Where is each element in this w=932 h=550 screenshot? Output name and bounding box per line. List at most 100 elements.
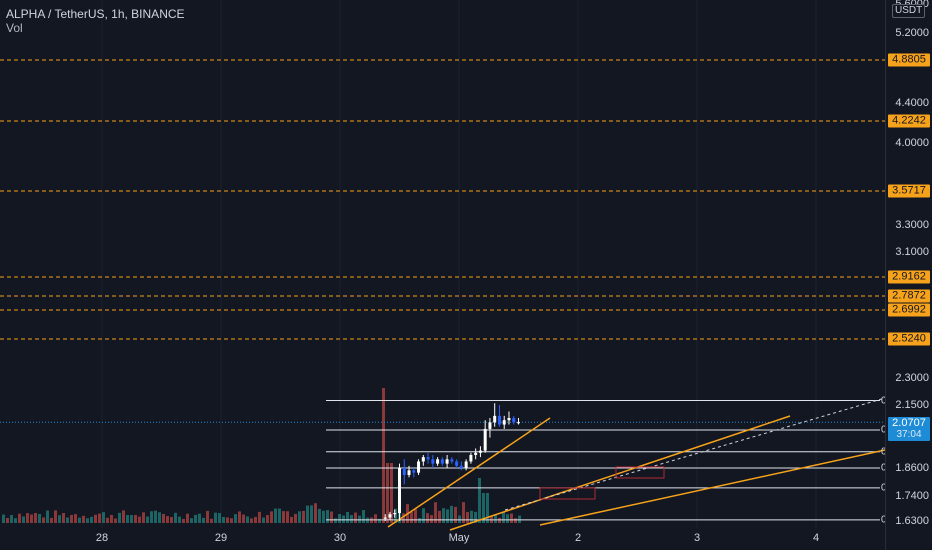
candle-body (488, 422, 492, 429)
volume-bar (462, 502, 465, 523)
candle-body (517, 422, 520, 424)
volume-bar (170, 517, 173, 523)
volume-bar (474, 511, 477, 523)
volume-bar (158, 512, 161, 523)
volume-bar (182, 518, 185, 523)
fib-level-label: 0 (881, 395, 885, 406)
volume-bar (322, 510, 325, 523)
volume-bar (146, 516, 149, 523)
rectangle-zone[interactable] (539, 487, 596, 500)
candle-body (512, 418, 516, 423)
time-tick: May (448, 532, 470, 544)
time-tick: 28 (95, 532, 109, 544)
price-tick: 1.6300 (895, 515, 929, 527)
volume-bar (506, 514, 509, 523)
volume-bar (426, 513, 429, 523)
grid (101, 0, 817, 528)
volume-bar (438, 510, 441, 523)
price-chart[interactable] (0, 0, 885, 550)
volume-bar (46, 510, 49, 523)
volume-bar (234, 514, 237, 523)
symbol-title[interactable]: ALPHA / TetherUS, 1h, BINANCE (6, 7, 185, 21)
volume-bar (390, 463, 393, 523)
volume-bar (42, 517, 45, 523)
candle-body (455, 461, 459, 466)
candle-body (445, 459, 449, 464)
volume-bar (102, 512, 105, 523)
candle-body (493, 415, 497, 423)
volume-bar (186, 513, 189, 523)
time-tick: 29 (214, 532, 228, 544)
volume-bar (362, 510, 365, 523)
candle-body (469, 454, 473, 462)
volume-bar (138, 516, 141, 523)
volume-indicator-label[interactable]: Vol (6, 21, 23, 35)
projection-line[interactable] (504, 397, 885, 511)
volume-bar (314, 503, 317, 523)
volume-bar (302, 510, 305, 523)
volume-bar (402, 513, 405, 523)
drawings (387, 397, 885, 531)
volume-bar (502, 511, 505, 523)
volume-bar (34, 512, 37, 523)
level-label: 2.6992 (888, 303, 930, 317)
trend-line[interactable] (539, 449, 885, 526)
fib-level-label: 0 (881, 446, 885, 458)
volume-bar (358, 515, 361, 523)
candle-body (426, 457, 430, 460)
price-tick: 3.1000 (895, 246, 929, 258)
volume-bar (54, 510, 57, 523)
volume-bar (22, 516, 25, 523)
volume-bar (450, 505, 453, 523)
currency-label[interactable]: USDT (892, 4, 926, 18)
volume-bar (58, 515, 61, 523)
volume-bar (454, 506, 457, 523)
volume-bar (286, 511, 289, 523)
volume-bar (198, 513, 201, 523)
volume-bar (386, 463, 389, 523)
level-label: 2.5240 (888, 332, 930, 346)
volume-bar (290, 516, 293, 523)
candle-body (417, 461, 421, 473)
candle-body (436, 459, 440, 464)
volume-bar (38, 513, 41, 523)
volume-bar (266, 514, 269, 523)
volume-bar (90, 516, 93, 523)
volume-bar (246, 516, 249, 523)
price-scale[interactable]: 5.60005.20004.40004.00003.30003.10002.30… (885, 0, 932, 550)
trend-line[interactable] (449, 415, 791, 531)
candle-body (398, 468, 401, 514)
volume-bar (382, 388, 385, 523)
volume-bar (282, 511, 285, 523)
volume-bar (478, 478, 481, 523)
volume-bar (30, 514, 33, 523)
volume-bar (130, 515, 133, 523)
chart-area[interactable]: ALPHA / TetherUS, 1h, BINANCE Vol 28 29 30… (0, 0, 885, 550)
volume-bar (338, 514, 341, 523)
volume-bar (518, 515, 521, 523)
volume-bar (222, 516, 225, 523)
price-tick: 4.0000 (895, 137, 929, 149)
candle-body (497, 415, 501, 425)
volume-bar (62, 512, 65, 523)
volume-bar (202, 517, 205, 523)
volume-bar (330, 511, 333, 523)
trend-line[interactable] (387, 417, 551, 528)
volume-bar (118, 512, 121, 523)
volume-bar (262, 517, 265, 523)
volume-bar (166, 516, 169, 523)
candle-body (474, 452, 478, 455)
rectangle-zone[interactable] (615, 466, 665, 479)
volume-bar (514, 518, 517, 523)
volume-bar (162, 514, 165, 523)
volume-bar (374, 514, 377, 523)
volume-bar (106, 517, 109, 523)
volume-bar (150, 511, 153, 523)
volume-bar (82, 515, 85, 523)
volume-bar (122, 510, 125, 523)
volume-bar (114, 518, 117, 523)
level-label: 2.9162 (888, 270, 930, 284)
volume-bar (334, 518, 337, 523)
volume-bar (126, 515, 129, 523)
volume-bar (226, 517, 229, 523)
